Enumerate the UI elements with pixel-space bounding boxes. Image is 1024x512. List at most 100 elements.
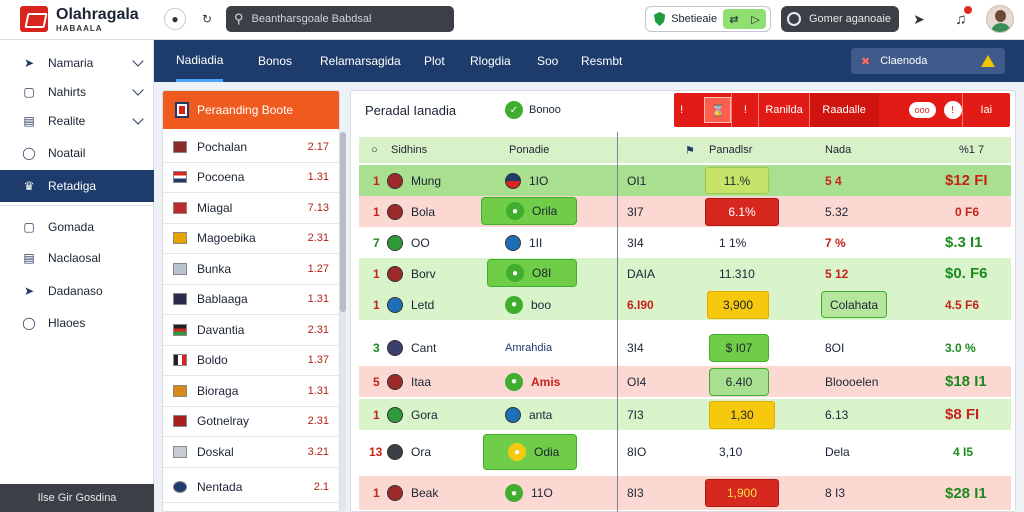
price[interactable]: 3.0 % <box>945 340 976 355</box>
sidebar-item-3[interactable]: ▤ Realite <box>0 106 154 136</box>
list-item[interactable]: Pochalan 2.17 <box>163 132 339 163</box>
table-row[interactable]: 13 Ora ● Odia 8IO 3,10 Dela 4 I5 <box>359 432 1011 472</box>
list-item[interactable]: Davantia 2.31 <box>163 315 339 346</box>
table-row[interactable]: 1 Letd ● boo 6.I90 3,900 Colahata 4.5 F6 <box>359 289 1011 320</box>
odds-a[interactable]: 6.I90 <box>627 297 654 312</box>
tab-6[interactable]: Soo <box>537 54 559 68</box>
sidebar-item-active[interactable]: ♛ Retadiga <box>0 170 154 202</box>
price[interactable]: $28 I1 <box>945 484 987 502</box>
odds-a[interactable]: 3I7 <box>627 204 644 219</box>
scrollbar-thumb[interactable] <box>340 132 346 312</box>
strip-alert-icon[interactable]: ! <box>943 101 962 119</box>
odds-b[interactable]: 1 1% <box>719 235 747 250</box>
refresh-icon[interactable]: ↻ <box>196 8 218 30</box>
list-item[interactable]: Doskal 3.21 <box>163 437 339 468</box>
list-item[interactable]: Bablaaga 1.31 <box>163 285 339 315</box>
sidebar-item-8[interactable]: ➤ Dadanaso <box>0 276 154 306</box>
odds-a[interactable]: 3I4 <box>627 340 644 355</box>
strip-oval[interactable]: ooo <box>908 102 936 118</box>
list-item[interactable]: Bunka 1.27 <box>163 254 339 285</box>
odds-a[interactable]: 8IO <box>627 445 647 459</box>
sidebar-item-2[interactable]: ▢ Nahirts <box>0 77 154 107</box>
odds-a[interactable]: 3I4 <box>627 235 644 250</box>
odds-c[interactable]: Dela <box>825 445 850 459</box>
odds-b[interactable]: 1,900 <box>705 479 779 507</box>
table-row[interactable]: 1 Beak ● 11O 8I3 1,900 8 I3 $28 I1 <box>359 476 1011 510</box>
hourglass-icon[interactable]: ⌛ <box>704 97 732 123</box>
tab-5[interactable]: Rlogdia <box>470 54 511 68</box>
pin-icon[interactable]: ➤ <box>908 8 930 30</box>
price[interactable]: $0. F6 <box>945 265 988 282</box>
odds-b[interactable]: 3,900 <box>707 291 769 319</box>
sidebar-item-6[interactable]: ▢ Gomada <box>0 212 154 242</box>
odds-a[interactable]: OI1 <box>627 173 647 188</box>
tab-4[interactable]: Plot <box>424 54 445 68</box>
odds-b[interactable]: 1,30 <box>709 401 775 429</box>
search-bar[interactable]: ⚲ <box>226 6 454 32</box>
odds-c[interactable]: 7 % <box>825 235 846 250</box>
price[interactable]: 4.5 F6 <box>945 297 980 312</box>
odds-a[interactable]: 8I3 <box>627 486 644 500</box>
table-row[interactable]: 5 Itaa ● Amis OI4 6.4I0 Bloooelen $18 I1 <box>359 366 1011 397</box>
list-item[interactable]: Bioraga 1.31 <box>163 376 339 407</box>
odds-c[interactable]: 5 12 <box>825 266 849 281</box>
odds-c[interactable]: 5 4 <box>825 173 842 188</box>
odds-b[interactable]: 11.310 <box>719 266 755 281</box>
price[interactable]: $12 FI <box>945 172 988 189</box>
odds-c[interactable]: Bloooelen <box>825 374 879 389</box>
odds-b[interactable]: 6.1% <box>705 198 779 226</box>
odds-a[interactable]: OI4 <box>627 374 647 389</box>
odds-c[interactable]: 5.32 <box>825 204 849 219</box>
odds-c[interactable]: Colahata <box>821 291 887 318</box>
price[interactable]: $.3 I1 <box>945 234 983 251</box>
table-row[interactable]: 1 Bola ● Orila 3I7 6.1% 5.32 0 F6 <box>359 196 1011 227</box>
strip-item-3[interactable]: Iai <box>961 93 1010 127</box>
odds-b[interactable]: 6.4I0 <box>709 368 769 396</box>
price[interactable]: 0 F6 <box>955 204 980 219</box>
odds-b[interactable]: $ I07 <box>709 334 769 362</box>
app-logo-icon[interactable] <box>20 6 48 32</box>
strip-item-2[interactable]: Raadalle <box>808 93 879 127</box>
odds-b[interactable]: 3,10 <box>719 445 743 459</box>
sidebar-item-1[interactable]: ➤ Namaria <box>0 48 154 78</box>
price[interactable]: $8 FI <box>945 406 980 423</box>
odds-a[interactable]: DAIA <box>627 266 656 281</box>
alert-button[interactable]: ✖ Claenoda <box>851 48 1005 74</box>
search-input[interactable] <box>251 13 432 25</box>
odds-c[interactable]: 6.13 <box>825 407 849 422</box>
toggle-chip[interactable]: ⇄ ▷ <box>723 9 766 29</box>
list-item[interactable]: Magoebika 2.31 <box>163 224 339 254</box>
sidebar-footer[interactable]: Ilse Gir Gosdina <box>0 484 154 512</box>
price[interactable]: 4 I5 <box>953 445 974 459</box>
table-row[interactable]: 3 Cant Amrahdia 3I4 $ I07 8OI 3.0 % <box>359 332 1011 363</box>
tab-3[interactable]: Relamarsagida <box>320 54 401 68</box>
tab-2[interactable]: Bonos <box>258 54 293 68</box>
list-item[interactable]: Gotnelray 2.31 <box>163 407 339 437</box>
tab-1[interactable]: Nadiadia <box>176 40 224 82</box>
odds-c[interactable]: 8 I3 <box>825 486 846 500</box>
avatar[interactable] <box>986 5 1014 33</box>
odds-c[interactable]: 8OI <box>825 340 845 355</box>
list-item[interactable]: Boldo 1.37 <box>163 346 339 376</box>
strip-item-1[interactable]: Ranilda <box>758 93 808 127</box>
bell-icon[interactable]: ♫ <box>948 4 974 32</box>
table-row[interactable]: 1 Borv ● O8I DAIA 11.310 5 12 $0. F6 <box>359 258 1011 289</box>
list-scrollbar[interactable] <box>340 132 346 512</box>
shield-toggle-icon[interactable]: ● <box>164 8 186 30</box>
bonus-chip[interactable]: ✓ Bonoo <box>505 101 561 119</box>
sidebar-item-7[interactable]: ▤ Naclaosal <box>0 243 154 273</box>
table-row[interactable]: 1 Mung 1IO OI1 11.% 5 4 $12 FI <box>359 165 1011 196</box>
list-item[interactable]: Nentada 2.1 <box>163 472 339 503</box>
list-item[interactable]: Pocoena 1.31 <box>163 163 339 193</box>
table-row[interactable]: 7 OO 1II 3I4 1 1% 7 % $.3 I1 <box>359 227 1011 258</box>
price[interactable]: $18 I1 <box>945 373 987 390</box>
secure-status-pill[interactable]: Sbetieaie ⇄ ▷ <box>645 6 771 32</box>
sidebar-item-4[interactable]: ◯ Noatail <box>0 138 154 168</box>
account-pill[interactable]: Gomer aganoaie <box>781 6 899 32</box>
odds-b[interactable]: 11.% <box>705 167 769 194</box>
table-row[interactable]: 1 Gora anta 7I3 1,30 6.13 $8 FI <box>359 399 1011 430</box>
odds-a[interactable]: 7I3 <box>627 407 644 422</box>
sidebar-item-9[interactable]: ◯ Hlaoes <box>0 308 154 338</box>
list-item[interactable]: Miagal 7.13 <box>163 193 339 224</box>
tab-7[interactable]: Resmbt <box>581 54 623 68</box>
